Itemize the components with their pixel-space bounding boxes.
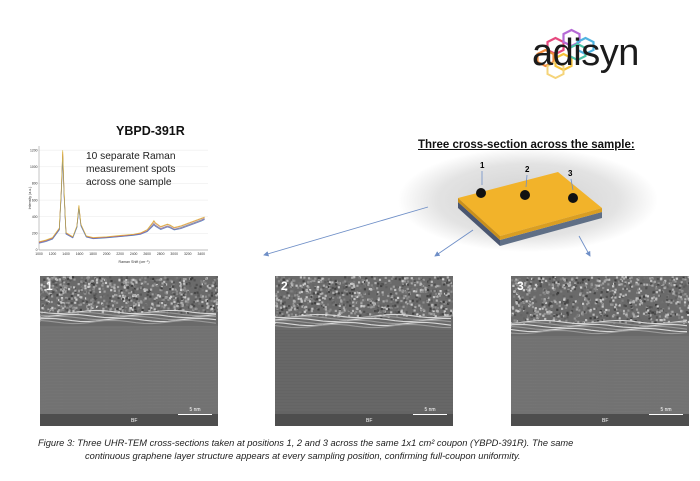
tem-panel-number: 2 <box>281 279 288 293</box>
measurement-spot-1 <box>476 188 486 198</box>
adisyn-logo <box>536 28 595 80</box>
sample-top-left-edge <box>458 198 500 240</box>
raman-series-line-5 <box>38 150 205 243</box>
raman-note: 10 separate Raman measurement spots acro… <box>86 150 206 189</box>
raman-x-tick-label: 2600 <box>143 252 151 256</box>
tem-panel-3: 3 5 nm BF <box>511 276 689 426</box>
tem-panel-2: 2 5 nm BF <box>275 276 453 426</box>
figure-caption: Figure 3: Three UHR-TEM cross-sections t… <box>38 437 668 463</box>
raman-x-tick-label: 2200 <box>116 252 124 256</box>
raman-chart-title: YBPD-391R <box>116 124 185 138</box>
caption-line-2: continuous graphene layer structure appe… <box>85 451 521 461</box>
scale-bar: 5 nm <box>649 407 683 415</box>
position-label-3: 3 <box>568 169 573 178</box>
imaging-mode-label: BF <box>131 418 138 424</box>
scale-bar: 5 nm <box>413 407 447 415</box>
raman-x-tick-label: 3200 <box>184 252 192 256</box>
raman-x-tick-label: 3000 <box>170 252 178 256</box>
measurement-spot-3 <box>568 193 578 203</box>
logo-wordmark: adisyn <box>532 32 639 74</box>
substrate-front-side <box>500 212 602 246</box>
arrow-to-panel-2 <box>434 229 474 257</box>
raman-x-tick-label: 1400 <box>62 252 70 256</box>
raman-x-tick-label: 2800 <box>157 252 165 256</box>
raman-y-tick-label: 0 <box>36 248 38 252</box>
raman-y-tick-label: 800 <box>32 182 38 186</box>
arrow-to-panel-1 <box>263 206 429 257</box>
tem-panel-number: 1 <box>46 279 53 293</box>
raman-y-tick-label: 400 <box>32 215 38 219</box>
raman-note-line: measurement spots <box>86 164 176 175</box>
raman-note-line: 10 separate Raman <box>86 151 176 162</box>
pointer-arrow-2 <box>525 174 528 188</box>
raman-x-tick-label: 1600 <box>76 252 84 256</box>
raman-y-axis-label: Intensity (a.u.) <box>28 187 32 210</box>
tem-image-2 <box>275 276 453 426</box>
caption-line-1: Figure 3: Three UHR-TEM cross-sections t… <box>38 438 574 448</box>
position-label-2: 2 <box>525 165 530 174</box>
raman-y-tick-label: 200 <box>32 232 38 236</box>
pointer-arrow-3 <box>570 178 574 191</box>
raman-x-tick-label: 1000 <box>35 252 43 256</box>
sample-illustration: 1 2 3 <box>398 150 658 252</box>
raman-x-tick-label: 1800 <box>89 252 97 256</box>
tem-panel-1: 1 5 nm BF <box>40 276 218 426</box>
measurement-spot-2 <box>520 190 530 200</box>
raman-x-tick-label: 3400 <box>197 252 205 256</box>
sample-top-surface <box>458 172 602 236</box>
substrate-left-side <box>458 202 500 246</box>
raman-y-tick-label: 600 <box>32 198 38 202</box>
position-label-1: 1 <box>480 161 485 170</box>
arrow-to-panel-3 <box>578 235 591 257</box>
raman-y-tick-label: 1200 <box>30 148 38 152</box>
tem-image-1 <box>40 276 218 426</box>
raman-chart: 0 200 400 600 800 1000 1200 1000 1200 1400 1600 180… <box>28 146 208 264</box>
imaging-mode-label: BF <box>366 418 373 424</box>
raman-note-line: across one sample <box>86 177 172 188</box>
raman-x-tick-label: 2400 <box>130 252 138 256</box>
raman-x-tick-label: 2000 <box>103 252 111 256</box>
tem-image-3 <box>511 276 689 426</box>
raman-y-tick-label: 1000 <box>30 165 38 169</box>
cross-section-title: Three cross-section across the sample: <box>418 139 635 151</box>
tem-panel-number: 3 <box>517 279 524 293</box>
sample-top-front-edge <box>500 208 602 240</box>
raman-x-axis-label: Raman Shift (cm⁻¹) <box>118 260 149 264</box>
raman-x-tick-label: 1200 <box>49 252 57 256</box>
imaging-mode-label: BF <box>602 418 609 424</box>
scale-bar: 5 nm <box>178 407 212 415</box>
